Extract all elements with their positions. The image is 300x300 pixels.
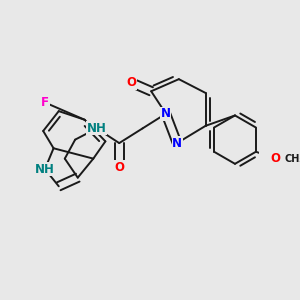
Text: CH₃: CH₃ — [285, 154, 300, 164]
Text: N: N — [172, 136, 182, 150]
Text: NH: NH — [35, 163, 55, 176]
Text: F: F — [41, 96, 49, 109]
Text: O: O — [114, 161, 124, 174]
Text: N: N — [161, 107, 171, 120]
Text: O: O — [270, 152, 280, 165]
Text: O: O — [126, 76, 136, 89]
Text: NH: NH — [87, 122, 107, 135]
